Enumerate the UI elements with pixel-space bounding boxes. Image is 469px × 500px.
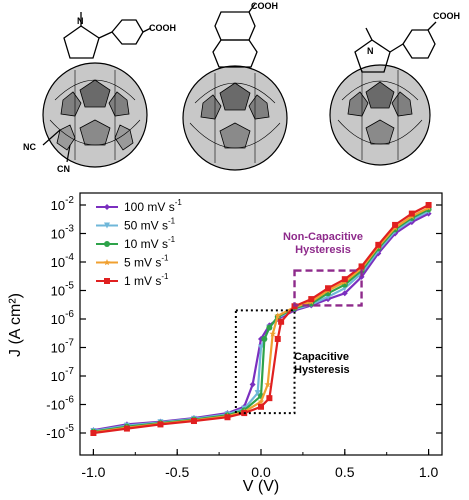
data-point: [261, 335, 268, 342]
y-tick-label: 10-4: [51, 252, 75, 270]
benzene-ring: [111, 19, 152, 45]
fullerene-ball: [42, 62, 148, 168]
data-point: [266, 324, 273, 331]
molecule-2: COOH: [175, 0, 305, 175]
data-point: [258, 403, 264, 410]
chart-svg: -1.0 -0.5 0.0 0.5 1.0 10-210-310-410-510-610…: [7, 192, 443, 495]
annotation-capacitive-line2: Hysteresis: [294, 364, 350, 376]
y-axis-label: J (A cm²): [7, 293, 24, 357]
data-point: [341, 290, 348, 297]
highlight-regions: [234, 269, 363, 415]
annotation-non-capacitive: Non-Capacitive Hysteresis: [283, 231, 363, 256]
data-point: [341, 276, 348, 283]
data-point: [278, 318, 285, 325]
legend: 100 mV s-1 50 mV s-1 10 mV s-1 5 mV s-1 1 mV…: [96, 198, 182, 288]
cn-label: CN: [57, 164, 70, 174]
benzene-ring: [402, 21, 437, 59]
legend-item: 5 mV s-1: [96, 254, 169, 270]
legend-label: 1 mV s-1: [124, 272, 169, 288]
legend-item: 50 mV s-1: [96, 217, 176, 233]
data-point: [266, 395, 273, 402]
annotation-non-capacitive-line2: Hysteresis: [295, 244, 351, 256]
x-tick-label: 0.0: [251, 464, 271, 480]
molecule-3: N COOH: [320, 0, 469, 175]
molecule-1: N COOH NC CN: [15, 0, 176, 175]
legend-label: 5 mV s-1: [124, 254, 169, 270]
nitrogen-label: N: [77, 16, 84, 26]
jv-chart: -1.0 -0.5 0.0 0.5 1.0 10-2 10-3 10-4 10-5 10-6 10…: [0, 185, 469, 500]
data-point: [264, 381, 271, 388]
x-axis-label: V (V): [243, 478, 279, 495]
legend-item: 100 mV s-1: [96, 198, 182, 214]
legend-marker: [104, 241, 110, 247]
cyclohexene-ring: [212, 39, 258, 68]
molecule-structures: N COOH NC CN COOH: [0, 0, 469, 180]
legend-item: 10 mV s-1: [96, 235, 176, 251]
legend-marker: [104, 204, 110, 210]
pyrrolidine-ring: [63, 12, 113, 59]
fullerene-ball: [182, 65, 288, 171]
legend-item: 1 mV s-1: [96, 272, 169, 288]
annotation-capacitive-line1: Capacitive: [294, 351, 349, 363]
legend-marker: [103, 259, 111, 266]
data-series: [90, 202, 432, 436]
nitrogen-label: N: [367, 46, 374, 56]
cooh-label: COOH: [433, 11, 460, 21]
cooh-label: COOH: [149, 23, 176, 33]
y-tick-label: 10-7: [51, 338, 75, 356]
annotation-non-capacitive-line1: Non-Capacitive: [283, 231, 363, 243]
y-tick-label: 10-3: [51, 224, 75, 242]
plot-frame: [79, 192, 443, 456]
legend-label: 50 mV s-1: [124, 217, 176, 233]
x-tick-label: -1.0: [81, 464, 105, 480]
nc-label: NC: [23, 142, 36, 152]
data-point: [257, 398, 265, 405]
x-tick-label: 1.0: [419, 464, 439, 480]
data-point: [254, 390, 261, 397]
data-point: [249, 381, 256, 388]
data-point: [123, 425, 130, 432]
fullerene-ball: [329, 64, 431, 166]
data-point: [408, 210, 415, 217]
data-point: [157, 421, 164, 428]
legend-marker: [104, 222, 110, 229]
data-point: [190, 418, 197, 425]
legend-marker: [104, 278, 110, 284]
data-point: [375, 241, 382, 248]
legend-label: 100 mV s-1: [124, 198, 182, 214]
y-tick-label: -10-6: [46, 395, 74, 413]
y-tick-label: 10-2: [51, 195, 75, 213]
y-tick-label: 10-7: [51, 366, 75, 384]
data-point: [274, 312, 282, 319]
non-capacitive-region-box: [293, 269, 363, 307]
data-point: [325, 285, 332, 292]
x-tick-label: -0.5: [165, 464, 189, 480]
plot-ticks: [80, 204, 442, 455]
data-point: [90, 430, 97, 436]
data-point: [224, 414, 231, 421]
benzene-ring: [214, 3, 256, 41]
y-tick-labels: 10-2 10-3 10-4 10-5 10-6 10-7 10-7 -10-6 -10-5: [46, 195, 74, 441]
cooh-label: COOH: [251, 1, 278, 11]
data-point: [358, 263, 365, 270]
x-tick-label: 0.5: [335, 464, 355, 480]
x-tick-labels: -1.0 -0.5 0.0 0.5 1.0: [81, 464, 438, 480]
y-tick-label: 10-6: [51, 309, 75, 327]
annotation-capacitive: Capacitive Hysteresis: [294, 351, 350, 376]
pyrrolidine-ring: [354, 27, 404, 73]
y-tick-label: 10-5: [51, 281, 75, 299]
data-point: [258, 344, 264, 351]
capacitive-region-box: [234, 309, 296, 415]
legend-label: 10 mV s-1: [124, 235, 176, 251]
y-tick-label: -10-5: [46, 423, 74, 441]
data-point: [425, 202, 432, 208]
data-point: [392, 221, 399, 228]
data-point: [274, 335, 281, 342]
data-point: [308, 296, 315, 303]
data-point: [269, 330, 277, 337]
